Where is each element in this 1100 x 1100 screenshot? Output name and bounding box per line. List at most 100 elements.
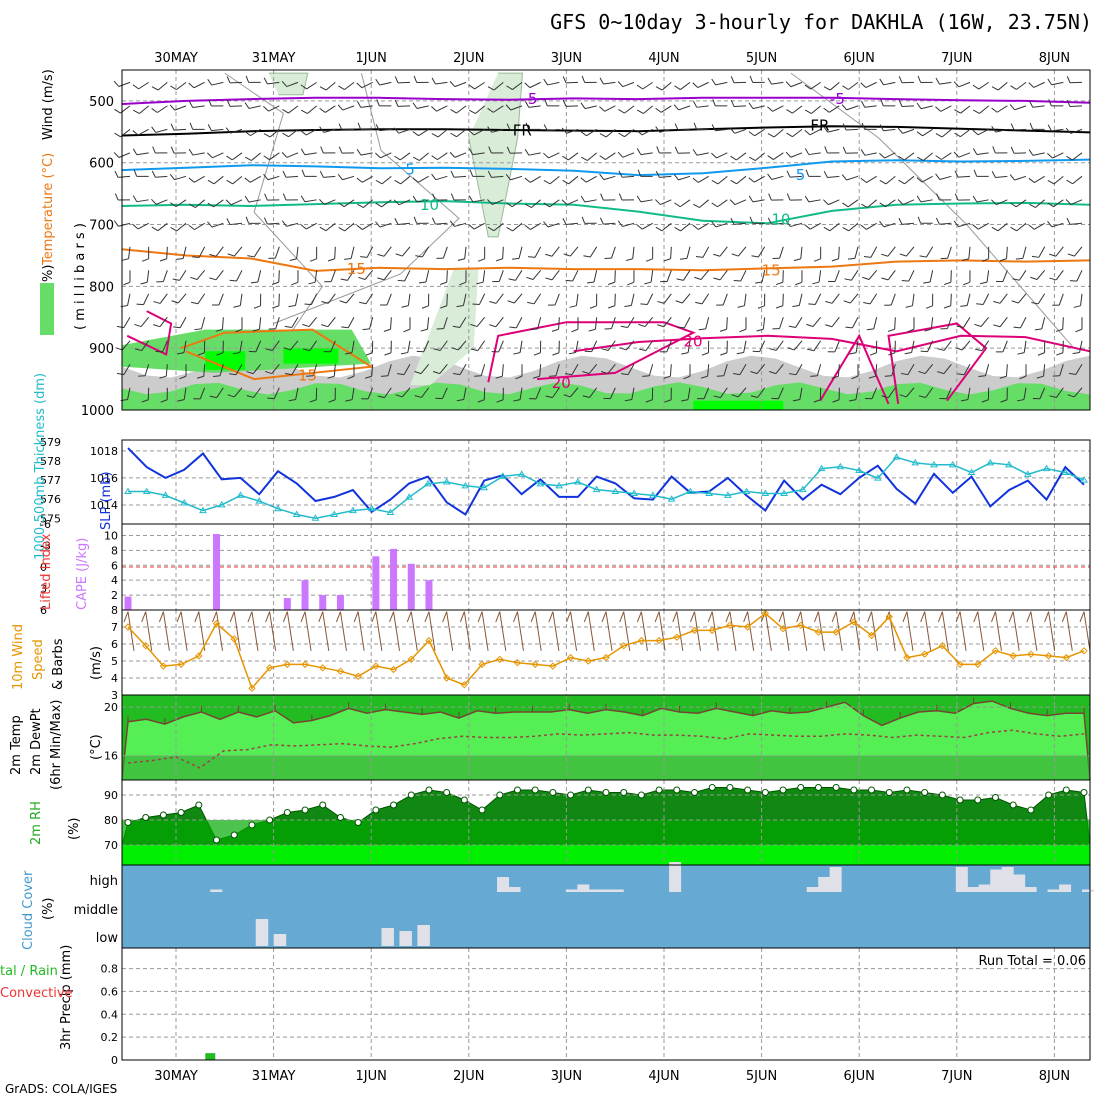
wind-barb <box>188 177 195 183</box>
wind-barb <box>478 293 486 305</box>
wind-barb <box>250 128 261 137</box>
surface-wind-barb <box>871 611 879 651</box>
wind-barb <box>216 352 224 356</box>
temp2m-axis-label: 2m Temp <box>9 715 24 775</box>
wind-barb <box>477 258 485 262</box>
wind-barb <box>157 105 168 113</box>
wind-barb <box>398 128 411 134</box>
wind-barb <box>506 227 513 232</box>
rh2m-tick-label: 70 <box>104 839 118 852</box>
wind-barb <box>999 293 1008 304</box>
wind-barb <box>720 352 728 356</box>
surface-wind-barb <box>853 611 861 651</box>
thickness-tick-label: 576 <box>40 493 61 506</box>
wind-barb <box>992 146 996 154</box>
wind-barb <box>846 175 859 181</box>
rh2m-marker <box>549 789 557 796</box>
wind-barb <box>1017 293 1027 304</box>
wind-barb <box>227 253 235 257</box>
cloud-axis-label: Cloud Cover <box>21 870 36 950</box>
wind-barb <box>941 128 952 138</box>
wind-barb <box>782 293 784 306</box>
high-cloud-bar <box>806 887 819 892</box>
wind-barb <box>512 257 520 260</box>
surface-wind-barb <box>229 611 235 623</box>
rh2m-marker <box>974 796 982 804</box>
wind-barb <box>1079 340 1083 353</box>
wind-barb <box>748 102 754 109</box>
wind-barb <box>401 246 411 257</box>
wind-barb <box>244 102 250 109</box>
rh2m-mid-band <box>122 820 1090 845</box>
top-date-label: 2JUN <box>453 51 484 66</box>
rh2m-marker <box>921 789 929 796</box>
wind-barb <box>674 226 681 232</box>
wind-barb <box>589 305 597 309</box>
isotherm-line <box>573 334 1091 353</box>
surface-wind-barb <box>994 611 1002 651</box>
wind-barb <box>694 276 702 280</box>
wind-barb <box>183 387 187 400</box>
wind-barb <box>673 104 680 111</box>
bottom-date-label: 3JUN <box>551 1069 582 1084</box>
isotherm-label: 15 <box>347 260 366 278</box>
wind-barb <box>588 328 596 332</box>
wind-barb <box>188 148 194 156</box>
isotherm-line <box>121 200 1091 225</box>
wind-barb <box>421 305 429 309</box>
wind-barb <box>829 81 840 91</box>
li-axis-label: Lifted Index <box>39 533 54 610</box>
wind-barb <box>568 152 579 161</box>
wind-barb <box>991 107 998 113</box>
surface-wind-barb <box>552 611 560 651</box>
surface-wind-barb <box>764 611 772 651</box>
wind-barb <box>477 399 485 403</box>
wind-barb <box>543 221 549 228</box>
wind-barb <box>655 107 662 113</box>
high-cloud-bar <box>955 867 968 892</box>
wind-barb <box>860 177 867 183</box>
wind-barb <box>890 293 896 306</box>
wind-barb <box>644 316 654 327</box>
wind-barb <box>935 217 940 225</box>
wind-barb <box>719 328 727 332</box>
wind-barb <box>900 372 908 376</box>
surface-wind-barb <box>304 611 312 651</box>
wind-barb <box>337 104 344 111</box>
wind-barb <box>693 203 700 208</box>
wind-barb <box>246 371 254 375</box>
wind-barb <box>211 222 224 228</box>
wind-barb <box>325 81 336 91</box>
thickness-marker <box>274 504 282 512</box>
wind-barb <box>232 175 243 185</box>
bottom-date-label: 1JUN <box>356 1069 387 1084</box>
wind-barb <box>454 81 467 88</box>
wind-barb <box>825 324 833 328</box>
wind-barb <box>609 387 616 399</box>
wind-barb <box>127 293 131 306</box>
wind-speed-marker <box>496 655 504 664</box>
wind-barb <box>245 216 250 224</box>
wind-barb <box>943 305 951 309</box>
surface-wind-barb <box>973 611 979 623</box>
wind-barb <box>229 81 243 84</box>
thickness-marker <box>686 487 695 495</box>
wind-barb <box>231 152 243 161</box>
wind-barb <box>999 258 1007 262</box>
wind-barb <box>935 155 942 160</box>
wind-barb <box>624 304 632 308</box>
wind-barb <box>656 146 660 154</box>
surface-wind-barb <box>619 611 625 623</box>
rh2m-light-band <box>122 845 1090 865</box>
wind-barb <box>851 317 859 329</box>
wind-barb <box>695 301 703 305</box>
wind-barb <box>1052 152 1064 159</box>
rh2m-marker <box>354 819 362 826</box>
wind-barb <box>960 105 971 114</box>
wind-barb <box>300 195 306 203</box>
wind-barb <box>269 152 280 161</box>
surface-wind-barb <box>428 611 436 651</box>
wind-barb <box>188 82 195 89</box>
thickness-marker <box>292 510 301 517</box>
wind-barb <box>325 105 336 113</box>
